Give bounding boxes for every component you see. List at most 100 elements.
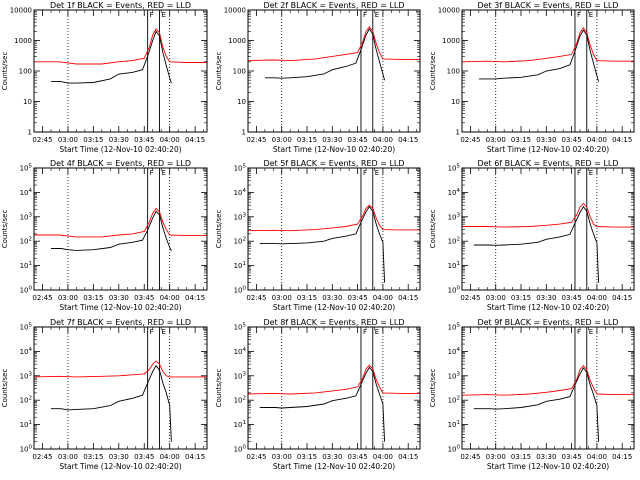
y-tick-label: 105 <box>20 164 33 173</box>
y-tick-label: 100 <box>448 445 461 454</box>
x-tick-label: 04:15 <box>398 294 418 302</box>
y-tick-label: 102 <box>448 237 460 246</box>
y-axis-label: Counts/sec <box>1 369 9 408</box>
x-tick-label: 03:45 <box>562 294 582 302</box>
y-tick-label: 104 <box>20 347 33 356</box>
x-tick-label: 03:15 <box>511 294 531 302</box>
x-tick-label: 04:00 <box>160 136 180 144</box>
interval-marker-label: F <box>150 11 154 19</box>
y-tick-label: 101 <box>20 261 32 270</box>
x-tick-label: 03:30 <box>322 136 342 144</box>
x-tick-label: 04:15 <box>612 136 632 144</box>
x-tick-label: 04:15 <box>185 136 205 144</box>
y-tick-label: 1000 <box>228 37 246 45</box>
lld-series-line <box>247 204 420 232</box>
interval-marker-label: F <box>150 328 154 336</box>
y-axis-label: Counts/sec <box>429 369 437 408</box>
x-tick-label: 03:15 <box>511 136 531 144</box>
y-tick-label: 102 <box>20 237 32 246</box>
y-axis-label: Counts/sec <box>429 210 437 249</box>
x-tick-label: 03:45 <box>348 136 368 144</box>
events-series-line <box>259 366 386 442</box>
x-tick-label: 03:45 <box>134 136 154 144</box>
x-tick-label: 04:15 <box>185 453 205 461</box>
interval-marker-label: E <box>589 169 593 177</box>
y-tick-label: 100 <box>20 445 33 454</box>
y-tick-label: 103 <box>234 371 247 380</box>
chart-panel-1: Det 1f BLACK = Events, RED = LLD Counts/s… <box>1 1 208 154</box>
chart-panel-7: Det 7f BLACK = Events, RED = LLD Counts/s… <box>1 318 208 471</box>
y-tick-label: 1000 <box>14 37 32 45</box>
y-tick-label: 102 <box>234 237 246 246</box>
events-series-line <box>264 28 386 81</box>
interval-marker-label: E <box>375 169 379 177</box>
x-tick-label: 02:45 <box>460 453 480 461</box>
x-tick-label: 03:30 <box>322 453 342 461</box>
x-tick-label: 02:45 <box>246 136 266 144</box>
y-tick-label: 103 <box>20 212 33 221</box>
y-tick-label: 1 <box>242 129 246 137</box>
x-tick-label: 04:00 <box>373 294 393 302</box>
x-tick-label: 03:45 <box>348 453 368 461</box>
x-tick-label: 02:45 <box>32 294 52 302</box>
x-tick-label: 03:15 <box>83 453 103 461</box>
x-tick-label: 03:15 <box>83 136 103 144</box>
events-series-line <box>473 205 600 283</box>
y-tick-label: 1 <box>456 129 460 137</box>
x-tick-label: 03:30 <box>536 294 556 302</box>
interval-marker-label: F <box>363 11 367 19</box>
y-tick-label: 102 <box>234 396 246 405</box>
y-tick-label: 104 <box>448 347 461 356</box>
plot-frame <box>461 9 635 133</box>
x-tick-label: 03:30 <box>109 453 129 461</box>
x-axis-label: Start Time (12-Nov-10 02:40:20) <box>487 303 609 312</box>
y-axis-label: Counts/sec <box>1 52 9 91</box>
interval-marker-label: E <box>162 11 166 19</box>
x-tick-label: 02:45 <box>32 453 52 461</box>
x-tick-label: 04:15 <box>185 294 205 302</box>
y-tick-label: 100 <box>448 286 461 295</box>
interval-marker-label: E <box>375 328 379 336</box>
y-tick-label: 105 <box>448 164 461 173</box>
y-tick-label: 100 <box>20 286 33 295</box>
y-tick-label: 100 <box>19 68 32 76</box>
x-tick-label: 03:30 <box>109 136 129 144</box>
y-axis-label: Counts/sec <box>215 52 223 91</box>
x-tick-label: 03:30 <box>322 294 342 302</box>
interval-marker-label: E <box>375 11 379 19</box>
events-series-line <box>51 364 172 442</box>
chart-title: Det 8f BLACK = Events, RED = LLD <box>263 318 404 327</box>
x-tick-label: 03:00 <box>272 294 292 302</box>
x-tick-label: 02:45 <box>32 136 52 144</box>
y-tick-label: 104 <box>448 188 461 197</box>
y-axis-label: Counts/sec <box>1 210 9 249</box>
interval-marker-label: E <box>162 328 166 336</box>
interval-marker-label: E <box>162 169 166 177</box>
y-tick-label: 103 <box>448 371 461 380</box>
x-axis-label: Start Time (12-Nov-10 02:40:20) <box>487 145 609 154</box>
x-tick-label: 03:00 <box>272 453 292 461</box>
y-tick-label: 105 <box>234 323 247 332</box>
interval-marker-label: F <box>363 169 367 177</box>
lld-series-line <box>461 365 634 396</box>
y-tick-label: 103 <box>20 371 33 380</box>
interval-marker-label: F <box>363 328 367 336</box>
y-tick-label: 101 <box>234 420 246 429</box>
events-series-line <box>259 205 386 283</box>
interval-marker-label: E <box>589 328 593 336</box>
y-tick-label: 100 <box>447 68 460 76</box>
y-axis-label: Counts/sec <box>429 52 437 91</box>
x-tick-label: 03:15 <box>83 294 103 302</box>
chart-title: Det 9f BLACK = Events, RED = LLD <box>477 318 618 327</box>
y-tick-label: 10000 <box>224 7 246 15</box>
interval-marker-label: F <box>150 169 154 177</box>
chart-panel-6: Det 6f BLACK = Events, RED = LLD Counts/s… <box>429 159 635 312</box>
plot-frame <box>247 167 421 291</box>
chart-panel-4: Det 4f BLACK = Events, RED = LLD Counts/s… <box>1 159 208 312</box>
x-tick-label: 04:00 <box>587 136 607 144</box>
events-series-line <box>473 367 600 442</box>
y-tick-label: 101 <box>20 420 32 429</box>
y-axis-label: Counts/sec <box>215 210 223 249</box>
plot-frame <box>33 326 208 450</box>
